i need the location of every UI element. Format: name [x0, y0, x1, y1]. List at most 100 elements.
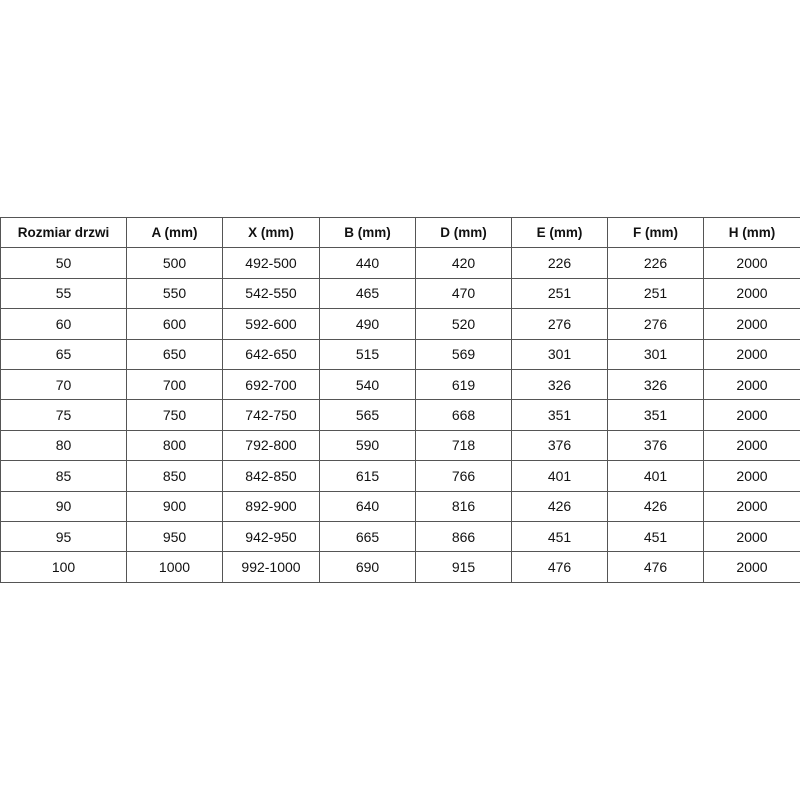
table-cell: 942-950	[222, 520, 320, 553]
table-cell: 251	[511, 277, 608, 310]
table-cell: 276	[511, 308, 608, 340]
table-cell: 800	[126, 429, 223, 462]
table-cell: 2000	[703, 399, 800, 431]
table-cell: 992-1000	[222, 551, 320, 583]
table-cell: 75	[0, 399, 127, 431]
table-cell: 351	[607, 399, 704, 431]
table-cell: 326	[607, 368, 704, 401]
table-cell: 301	[607, 338, 704, 370]
table-cell: 60	[0, 308, 127, 340]
table-cell: 65	[0, 338, 127, 370]
table-cell: 100	[0, 551, 127, 583]
table-row: 90 900 892-900 640 816 426 426 2000	[0, 490, 800, 522]
table-cell: 376	[511, 429, 608, 462]
table-cell: 650	[126, 338, 223, 370]
table-cell: 590	[319, 429, 416, 462]
table-cell: 85	[0, 460, 127, 492]
table-cell: 915	[415, 551, 512, 583]
table-cell: 476	[607, 551, 704, 583]
table-cell: 2000	[703, 308, 800, 340]
table-cell: 692-700	[222, 368, 320, 401]
table-cell: 520	[415, 308, 512, 340]
table-cell: 816	[415, 490, 512, 522]
table-cell: 451	[607, 520, 704, 553]
table-cell: 500	[126, 247, 223, 279]
table-cell: 792-800	[222, 429, 320, 462]
table-cell: 892-900	[222, 490, 320, 522]
table-cell: 476	[511, 551, 608, 583]
table-cell: 426	[607, 490, 704, 522]
table-cell: 376	[607, 429, 704, 462]
dimensions-table: Rozmiar drzwi A (mm) X (mm) B (mm) D (mm) E (…	[0, 216, 800, 583]
table-cell: 55	[0, 277, 127, 310]
table-cell: 2000	[703, 368, 800, 401]
table-cell: 2000	[703, 338, 800, 370]
table-cell: 540	[319, 368, 416, 401]
table-cell: 690	[319, 551, 416, 583]
table-cell: 90	[0, 490, 127, 522]
table-cell: 2000	[703, 460, 800, 492]
table-cell: 80	[0, 429, 127, 462]
table-row: 100 1000 992-1000 690 915 476 476 2000	[0, 551, 800, 583]
table-cell: 2000	[703, 551, 800, 583]
table-row: 60 600 592-600 490 520 276 276 2000	[0, 308, 800, 340]
table-cell: 565	[319, 399, 416, 431]
table-row: 85 850 842-850 615 766 401 401 2000	[0, 460, 800, 492]
column-header: E (mm)	[511, 216, 608, 249]
column-header: D (mm)	[415, 216, 512, 249]
table-cell: 550	[126, 277, 223, 310]
column-header: B (mm)	[319, 216, 416, 249]
table-cell: 2000	[703, 429, 800, 462]
column-header: Rozmiar drzwi	[0, 216, 127, 249]
table-cell: 700	[126, 368, 223, 401]
table-cell: 2000	[703, 247, 800, 279]
table-row: 80 800 792-800 590 718 376 376 2000	[0, 429, 800, 462]
table-cell: 490	[319, 308, 416, 340]
table-cell: 465	[319, 277, 416, 310]
table-row: 55 550 542-550 465 470 251 251 2000	[0, 277, 800, 310]
table-cell: 226	[607, 247, 704, 279]
table-cell: 515	[319, 338, 416, 370]
table-cell: 642-650	[222, 338, 320, 370]
table-header-row: Rozmiar drzwi A (mm) X (mm) B (mm) D (mm) E (…	[0, 216, 800, 249]
table-cell: 615	[319, 460, 416, 492]
table-row: 50 500 492-500 440 420 226 226 2000	[0, 247, 800, 279]
table-cell: 640	[319, 490, 416, 522]
table-cell: 50	[0, 247, 127, 279]
column-header: F (mm)	[607, 216, 704, 249]
table-cell: 619	[415, 368, 512, 401]
table-cell: 351	[511, 399, 608, 431]
table-cell: 668	[415, 399, 512, 431]
table-row: 75 750 742-750 565 668 351 351 2000	[0, 399, 800, 431]
table-cell: 70	[0, 368, 127, 401]
table-cell: 420	[415, 247, 512, 279]
table-cell: 2000	[703, 490, 800, 522]
table-cell: 276	[607, 308, 704, 340]
table-cell: 2000	[703, 520, 800, 553]
table-cell: 401	[511, 460, 608, 492]
table-cell: 426	[511, 490, 608, 522]
table-cell: 470	[415, 277, 512, 310]
table-cell: 326	[511, 368, 608, 401]
table-cell: 401	[607, 460, 704, 492]
column-header: A (mm)	[126, 216, 223, 249]
table-cell: 451	[511, 520, 608, 553]
table-cell: 750	[126, 399, 223, 431]
table-cell: 900	[126, 490, 223, 522]
table-cell: 542-550	[222, 277, 320, 310]
table-cell: 718	[415, 429, 512, 462]
table-cell: 600	[126, 308, 223, 340]
table-cell: 665	[319, 520, 416, 553]
table-row: 95 950 942-950 665 866 451 451 2000	[0, 520, 800, 553]
table-cell: 950	[126, 520, 223, 553]
table-cell: 842-850	[222, 460, 320, 492]
table-cell: 592-600	[222, 308, 320, 340]
table-cell: 850	[126, 460, 223, 492]
table-cell: 866	[415, 520, 512, 553]
table-cell: 2000	[703, 277, 800, 310]
table-cell: 766	[415, 460, 512, 492]
table-cell: 569	[415, 338, 512, 370]
table-row: 65 650 642-650 515 569 301 301 2000	[0, 338, 800, 370]
table-cell: 95	[0, 520, 127, 553]
column-header: H (mm)	[703, 216, 800, 249]
